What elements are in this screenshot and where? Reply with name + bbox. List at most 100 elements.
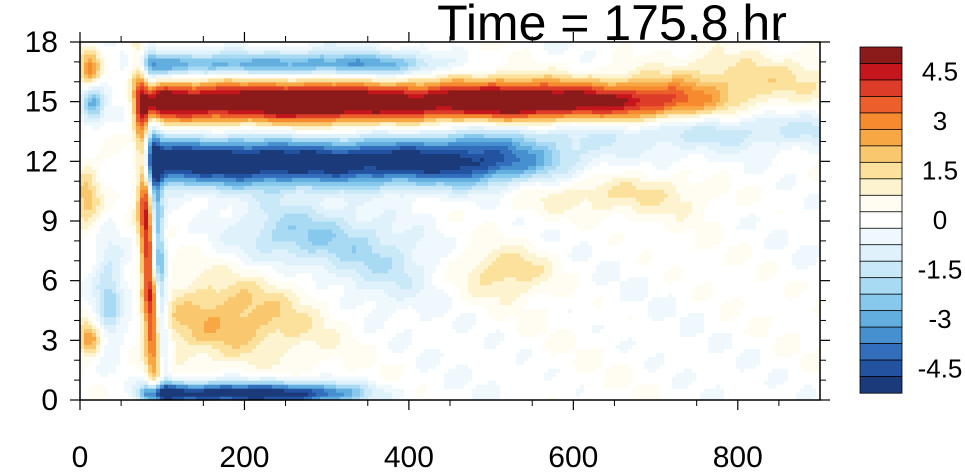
heatmap-cell — [484, 396, 489, 401]
heatmap-cell — [780, 304, 785, 310]
heatmap-cell — [648, 388, 653, 393]
heatmap-cell — [268, 364, 273, 369]
heatmap-cell — [776, 392, 781, 397]
heatmap-cell — [368, 324, 373, 329]
heatmap-cell — [700, 368, 705, 373]
heatmap-cell — [672, 340, 677, 345]
heatmap-cell — [284, 300, 289, 306]
heatmap-cell — [596, 336, 601, 341]
heatmap-cell — [380, 300, 385, 306]
heatmap-cell — [264, 388, 269, 393]
heatmap-cell — [560, 336, 565, 341]
heatmap-cell — [292, 316, 297, 322]
heatmap-cell — [596, 340, 601, 345]
heatmap-cell — [88, 348, 93, 353]
heatmap-cell — [188, 352, 193, 357]
heatmap-cell — [96, 300, 101, 306]
heatmap-cell — [680, 364, 685, 369]
heatmap-cell — [152, 340, 157, 345]
heatmap-cell — [408, 332, 413, 337]
heatmap-cell — [648, 368, 653, 373]
heatmap-cell — [552, 304, 557, 310]
heatmap-cell — [160, 328, 165, 333]
heatmap-cell — [420, 388, 425, 393]
heatmap-cell — [780, 392, 785, 397]
heatmap-cell — [368, 316, 373, 322]
heatmap-cell — [588, 388, 593, 393]
heatmap-cell — [512, 340, 517, 345]
heatmap-cell — [776, 384, 781, 389]
heatmap-cell — [400, 344, 405, 349]
heatmap-cell — [136, 308, 141, 314]
heatmap-cell — [188, 308, 193, 314]
heatmap-cell — [656, 320, 661, 326]
heatmap-cell — [792, 300, 797, 306]
heatmap-cell — [168, 368, 173, 373]
heatmap-cell — [580, 348, 585, 353]
heatmap-cell — [84, 396, 89, 401]
heatmap-cell — [424, 388, 429, 393]
heatmap-cell — [664, 356, 669, 361]
heatmap-cell — [556, 364, 561, 369]
heatmap-cell — [296, 292, 301, 298]
heatmap-cell — [360, 352, 365, 357]
heatmap-cell — [540, 356, 545, 361]
heatmap-cell — [92, 296, 97, 302]
heatmap-cell — [484, 292, 489, 298]
heatmap-cell — [268, 328, 273, 333]
heatmap-cell — [336, 348, 341, 353]
heatmap-cell — [556, 356, 561, 361]
heatmap-cell — [620, 352, 625, 357]
heatmap-cell — [368, 340, 373, 345]
heatmap-cell — [80, 316, 85, 322]
heatmap-cell — [440, 324, 445, 329]
heatmap-cell — [168, 324, 173, 329]
heatmap-cell — [368, 292, 373, 298]
heatmap-cell — [344, 316, 349, 322]
heatmap-cell — [760, 348, 765, 353]
heatmap-cell — [264, 300, 269, 306]
heatmap-cell — [384, 392, 389, 397]
heatmap-cell — [396, 300, 401, 306]
heatmap-cell — [364, 396, 369, 401]
heatmap-cell — [536, 316, 541, 322]
heatmap-cell — [96, 292, 101, 298]
heatmap-cell — [456, 300, 461, 306]
heatmap-cell — [308, 368, 313, 373]
heatmap-cell — [140, 324, 145, 329]
heatmap-cell — [544, 392, 549, 397]
heatmap-cell — [164, 360, 169, 365]
heatmap-cell — [756, 304, 761, 310]
heatmap-cell — [780, 296, 785, 302]
heatmap-cell — [80, 312, 85, 318]
heatmap-cell — [220, 292, 225, 298]
heatmap-cell — [572, 356, 577, 361]
heatmap-cell — [452, 292, 457, 298]
heatmap-cell — [692, 344, 697, 349]
heatmap-cell — [308, 340, 313, 345]
heatmap-cell — [192, 336, 197, 341]
heatmap-cell — [508, 360, 513, 365]
heatmap-cell — [484, 328, 489, 333]
heatmap-cell — [588, 340, 593, 345]
heatmap-cell — [692, 364, 697, 369]
heatmap-cell — [192, 328, 197, 333]
heatmap-cell — [208, 328, 213, 333]
heatmap-cell — [292, 364, 297, 369]
heatmap-cell — [708, 312, 713, 318]
heatmap-cell — [152, 324, 157, 329]
heatmap-cell — [196, 376, 201, 381]
heatmap-cell — [792, 368, 797, 373]
heatmap-cell — [312, 328, 317, 333]
heatmap-cell — [616, 376, 621, 381]
heatmap-cell — [728, 316, 733, 322]
heatmap-cell — [436, 356, 441, 361]
heatmap-cell — [340, 336, 345, 341]
heatmap-cell — [116, 328, 121, 333]
heatmap-cell — [664, 392, 669, 397]
heatmap-cell — [760, 336, 765, 341]
heatmap-cell — [548, 340, 553, 345]
heatmap-cell — [468, 380, 473, 385]
heatmap-cell — [508, 372, 513, 377]
heatmap-cell — [684, 304, 689, 310]
